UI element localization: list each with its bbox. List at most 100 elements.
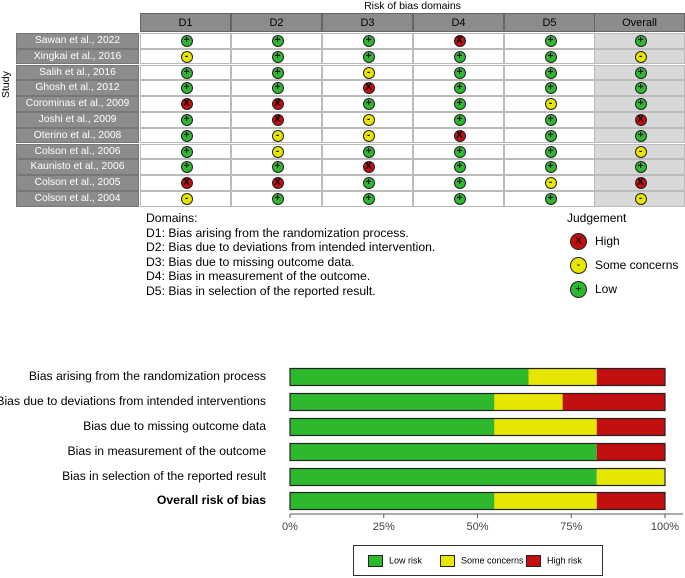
study-label: Colson et al., 2005	[16, 175, 139, 191]
x-tick-label: 50%	[466, 521, 489, 533]
bar-segment	[290, 418, 495, 436]
study-label: Sawan et al., 2022	[16, 33, 139, 49]
domains-heading: Domains:	[146, 211, 198, 225]
column-header-d2: D2	[231, 13, 322, 32]
high-x-icon: X	[570, 233, 587, 251]
rating-low-icon: +	[453, 66, 466, 79]
legend-high-label: High risk	[547, 555, 583, 566]
rating-some-icon: -	[362, 66, 375, 79]
rating-cell: +	[413, 48, 504, 65]
rating-low-icon: +	[180, 114, 193, 126]
rating-low-icon: +	[544, 82, 557, 95]
rating-some-icon: -	[544, 177, 557, 190]
rating-cell: +	[322, 191, 413, 207]
rating-cell: +	[140, 112, 231, 128]
rating-cell: +	[413, 159, 504, 175]
rating-low-icon: +	[271, 161, 284, 174]
rating-high-icon: X	[634, 114, 647, 126]
rating-low-icon: +	[634, 35, 647, 47]
rating-low-icon: +	[180, 82, 193, 95]
rating-cell: X	[413, 127, 504, 144]
rating-cell: +	[322, 175, 413, 191]
rating-low-icon: +	[362, 145, 375, 158]
rating-cell: +	[231, 64, 322, 81]
domain-d3: D3: Bias due to missing outcome data.	[146, 254, 355, 269]
column-header-overall: Overall	[594, 13, 685, 32]
rating-cell: +	[594, 33, 685, 49]
rating-low-icon: +	[180, 35, 193, 47]
bar-outline	[289, 367, 666, 387]
rating-cell: +	[413, 191, 504, 207]
rating-low-icon: +	[634, 129, 647, 142]
rating-high-icon: X	[362, 82, 375, 95]
legend-low-swatch	[368, 555, 383, 567]
rating-cell: +	[231, 48, 322, 65]
rating-cell: +	[413, 96, 504, 112]
study-label: Joshi et al., 2009	[16, 112, 139, 128]
study-label: Oterino et al., 2008	[16, 127, 139, 144]
rating-low-icon: +	[362, 193, 375, 205]
rating-cell: +	[413, 175, 504, 191]
some-concerns-minus-icon: -	[570, 257, 587, 275]
judgement-high-label: High	[595, 234, 620, 248]
rating-some-icon: -	[634, 193, 647, 205]
rating-low-icon: +	[180, 145, 193, 158]
bar-segment	[290, 492, 495, 510]
rating-low-icon: +	[634, 98, 647, 111]
rating-low-icon: +	[453, 177, 466, 190]
rating-cell: -	[594, 191, 685, 207]
rating-high-icon: X	[453, 129, 466, 142]
rating-low-icon: +	[453, 82, 466, 95]
rating-cell: +	[231, 159, 322, 175]
domain-d4: D4: Bias in measurement of the outcome.	[146, 269, 371, 284]
x-tick-label: 100%	[650, 521, 680, 533]
column-header-d1: D1	[140, 13, 231, 32]
judgement-high: X High	[570, 232, 620, 251]
rating-low-icon: +	[271, 193, 284, 205]
rating-cell: +	[140, 33, 231, 49]
domains-legend: Domains: D1: Bias arising from the rando…	[146, 211, 435, 299]
rating-low-icon: +	[180, 129, 193, 142]
rating-low-icon: +	[634, 161, 647, 174]
rating-low-icon: +	[271, 35, 284, 47]
x-tick-label: 75%	[560, 521, 583, 533]
rating-low-icon: +	[544, 129, 557, 142]
domain-d2: D2: Bias due to deviations from intended…	[146, 240, 436, 255]
rating-cell: -	[140, 191, 231, 207]
rating-high-icon: X	[271, 114, 284, 126]
bar-segment	[596, 468, 665, 486]
rating-low-icon: +	[453, 50, 466, 63]
rating-low-icon: +	[271, 66, 284, 79]
rating-low-icon: +	[453, 193, 466, 205]
column-header-d3: D3	[322, 13, 413, 32]
legend-some: Some concerns	[440, 555, 524, 567]
bar-segment	[528, 368, 597, 386]
rating-cell: +	[594, 127, 685, 144]
bar-category-label: Bias in measurement of the outcome	[67, 444, 267, 458]
column-header-d4: D4	[413, 13, 504, 32]
rating-high-icon: X	[180, 98, 193, 111]
rating-some-icon: -	[362, 114, 375, 126]
bar-segment	[494, 418, 597, 436]
x-tick-label: 0%	[282, 521, 298, 533]
bar-segment	[562, 393, 665, 411]
rating-low-icon: +	[453, 161, 466, 174]
rating-cell: X	[322, 80, 413, 96]
rating-low-icon: +	[362, 50, 375, 63]
legend-low-label: Low risk	[389, 555, 423, 566]
rating-low-icon: +	[180, 161, 193, 174]
legend-high: High risk	[526, 555, 582, 567]
rating-cell: -	[140, 48, 231, 65]
rating-cell: -	[231, 127, 322, 144]
rating-cell: +	[413, 112, 504, 128]
bar-category-label: Bias due to missing outcome data	[83, 419, 266, 433]
rating-some-icon: -	[271, 129, 284, 142]
rating-some-icon: -	[634, 145, 647, 158]
rating-cell: +	[504, 33, 595, 49]
rating-some-icon: -	[180, 193, 193, 205]
traffic-light-title: Risk of bias domains	[364, 0, 461, 12]
rating-cell: +	[231, 80, 322, 96]
bar-segment	[290, 468, 597, 486]
rating-low-icon: +	[453, 145, 466, 158]
rating-cell: +	[413, 80, 504, 96]
